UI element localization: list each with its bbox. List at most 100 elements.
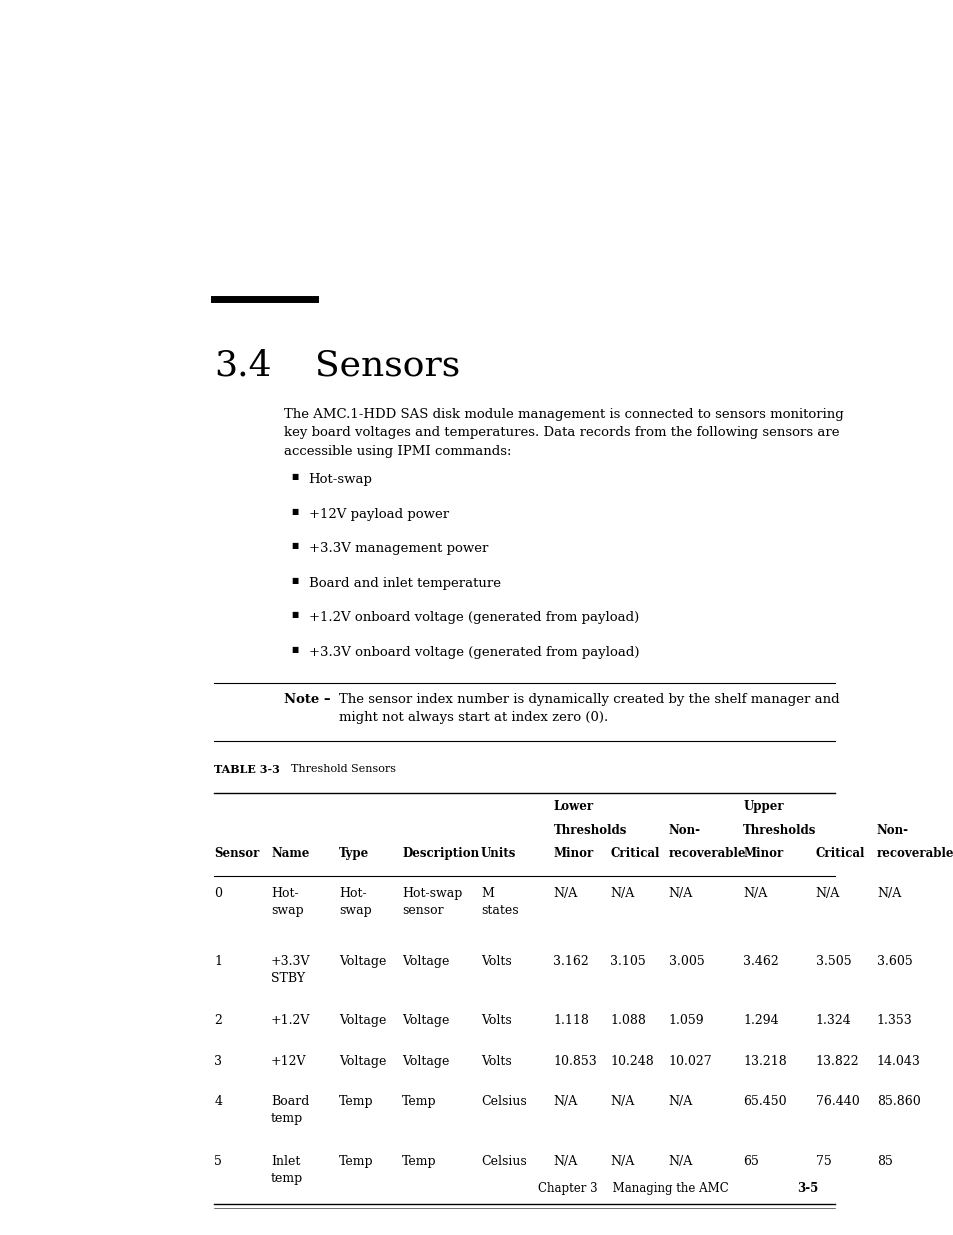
Text: 1.059: 1.059 [668, 1014, 703, 1028]
Text: Note –: Note – [284, 693, 331, 706]
Text: 1: 1 [214, 955, 222, 968]
Text: Lower: Lower [553, 800, 593, 814]
Text: 10.027: 10.027 [668, 1055, 712, 1068]
Text: +3.3V
STBY: +3.3V STBY [271, 955, 311, 984]
Text: Threshold Sensors: Threshold Sensors [291, 764, 395, 774]
Text: 2: 2 [214, 1014, 222, 1028]
Text: 10.248: 10.248 [610, 1055, 654, 1068]
Text: +12V: +12V [271, 1055, 306, 1068]
Text: Board and inlet temperature: Board and inlet temperature [309, 577, 500, 590]
Text: Voltage: Voltage [402, 1014, 449, 1028]
Text: Sensors: Sensors [314, 348, 459, 383]
Text: 1.294: 1.294 [742, 1014, 778, 1028]
Text: Chapter 3    Managing the AMC: Chapter 3 Managing the AMC [537, 1182, 728, 1195]
Text: Inlet
temp: Inlet temp [271, 1155, 303, 1184]
Text: The AMC.1-HDD SAS disk module management is connected to sensors monitoring
key : The AMC.1-HDD SAS disk module management… [284, 408, 843, 457]
Text: 13.822: 13.822 [815, 1055, 859, 1068]
Text: 13.218: 13.218 [742, 1055, 786, 1068]
Text: Voltage: Voltage [339, 1055, 386, 1068]
Text: 1.353: 1.353 [876, 1014, 912, 1028]
Text: Voltage: Voltage [339, 955, 386, 968]
Text: Temp: Temp [402, 1095, 436, 1109]
Text: +1.2V onboard voltage (generated from payload): +1.2V onboard voltage (generated from pa… [309, 611, 639, 625]
Text: M
states: M states [480, 887, 517, 916]
Text: 3.005: 3.005 [668, 955, 704, 968]
Text: ■: ■ [291, 646, 298, 653]
Text: Thresholds: Thresholds [742, 824, 816, 837]
Text: Voltage: Voltage [402, 955, 449, 968]
Text: Critical: Critical [610, 847, 659, 861]
Text: 65.450: 65.450 [742, 1095, 786, 1109]
Text: Hot-
swap: Hot- swap [339, 887, 372, 916]
Text: recoverable: recoverable [668, 847, 745, 861]
Text: +12V payload power: +12V payload power [309, 508, 448, 521]
Text: N/A: N/A [668, 1155, 692, 1168]
Text: 1.324: 1.324 [815, 1014, 851, 1028]
Text: N/A: N/A [610, 1155, 634, 1168]
Text: ■: ■ [291, 542, 298, 550]
Text: Upper: Upper [742, 800, 783, 814]
Text: N/A: N/A [553, 1095, 578, 1109]
Text: Voltage: Voltage [339, 1014, 386, 1028]
Text: Hot-swap
sensor: Hot-swap sensor [402, 887, 462, 916]
Text: Critical: Critical [815, 847, 864, 861]
Text: Type: Type [339, 847, 369, 861]
Text: Hot-
swap: Hot- swap [271, 887, 303, 916]
Text: N/A: N/A [610, 1095, 634, 1109]
Text: 10.853: 10.853 [553, 1055, 597, 1068]
Text: ■: ■ [291, 473, 298, 480]
Text: 14.043: 14.043 [876, 1055, 920, 1068]
Text: Non-: Non- [876, 824, 908, 837]
Text: 75: 75 [815, 1155, 831, 1168]
Text: Temp: Temp [339, 1155, 374, 1168]
Text: Description: Description [402, 847, 478, 861]
Text: Minor: Minor [742, 847, 782, 861]
Text: N/A: N/A [553, 887, 578, 900]
Text: recoverable: recoverable [876, 847, 953, 861]
Text: ■: ■ [291, 508, 298, 515]
Text: N/A: N/A [742, 887, 766, 900]
Text: 3.605: 3.605 [876, 955, 912, 968]
Text: Volts: Volts [480, 1014, 511, 1028]
Text: 85: 85 [876, 1155, 892, 1168]
Text: 3-5: 3-5 [797, 1182, 818, 1195]
Text: ■: ■ [291, 611, 298, 619]
Text: The sensor index number is dynamically created by the shelf manager and
might no: The sensor index number is dynamically c… [339, 693, 839, 724]
Text: 0: 0 [214, 887, 222, 900]
Text: +1.2V: +1.2V [271, 1014, 310, 1028]
Text: Units: Units [480, 847, 516, 861]
Text: Voltage: Voltage [402, 1055, 449, 1068]
Text: N/A: N/A [668, 1095, 692, 1109]
Text: Thresholds: Thresholds [553, 824, 626, 837]
Text: N/A: N/A [553, 1155, 578, 1168]
Text: Sensor: Sensor [214, 847, 259, 861]
Text: Celsius: Celsius [480, 1155, 526, 1168]
Text: 3.162: 3.162 [553, 955, 589, 968]
Text: 4: 4 [214, 1095, 222, 1109]
Text: 85.860: 85.860 [876, 1095, 920, 1109]
Text: Volts: Volts [480, 955, 511, 968]
Text: N/A: N/A [668, 887, 692, 900]
Text: ■: ■ [291, 577, 298, 584]
Text: Board
temp: Board temp [271, 1095, 309, 1125]
Text: TABLE 3-3: TABLE 3-3 [214, 764, 280, 776]
Text: 3.4: 3.4 [214, 348, 272, 383]
Text: 3.505: 3.505 [815, 955, 850, 968]
Text: Volts: Volts [480, 1055, 511, 1068]
Text: +3.3V onboard voltage (generated from payload): +3.3V onboard voltage (generated from pa… [309, 646, 639, 659]
Text: 1.118: 1.118 [553, 1014, 589, 1028]
Text: Non-: Non- [668, 824, 700, 837]
Text: +3.3V management power: +3.3V management power [309, 542, 488, 556]
Text: N/A: N/A [610, 887, 634, 900]
Text: 3: 3 [214, 1055, 222, 1068]
Text: Name: Name [271, 847, 309, 861]
Text: Temp: Temp [402, 1155, 436, 1168]
Text: 5: 5 [214, 1155, 222, 1168]
Text: 65: 65 [742, 1155, 759, 1168]
Text: 76.440: 76.440 [815, 1095, 859, 1109]
Text: Temp: Temp [339, 1095, 374, 1109]
Text: Celsius: Celsius [480, 1095, 526, 1109]
Text: Minor: Minor [553, 847, 593, 861]
Text: N/A: N/A [876, 887, 901, 900]
Text: Hot-swap: Hot-swap [309, 473, 372, 487]
